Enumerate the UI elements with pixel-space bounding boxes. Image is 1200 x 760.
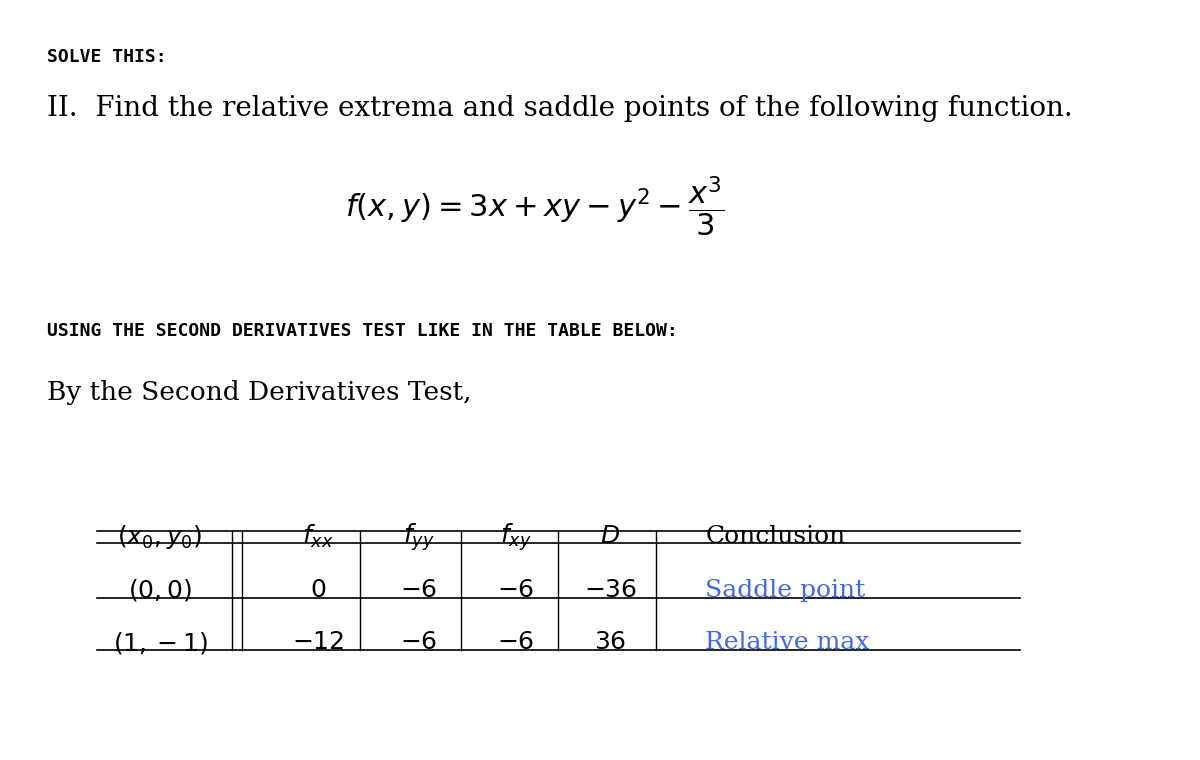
Text: $f_{xy}$: $f_{xy}$ <box>499 521 532 553</box>
Text: $(x_0, y_0)$: $(x_0, y_0)$ <box>118 523 203 551</box>
Text: USING THE SECOND DERIVATIVES TEST LIKE IN THE TABLE BELOW:: USING THE SECOND DERIVATIVES TEST LIKE I… <box>47 321 678 340</box>
Text: $D$: $D$ <box>600 525 620 548</box>
Text: $0$: $0$ <box>310 579 326 602</box>
Text: $f_{yy}$: $f_{yy}$ <box>402 521 434 553</box>
Text: $-6$: $-6$ <box>400 631 437 654</box>
Text: $f_{xx}$: $f_{xx}$ <box>302 523 334 550</box>
Text: $-12$: $-12$ <box>292 631 344 654</box>
Text: $-6$: $-6$ <box>497 631 534 654</box>
Text: $f(x, y) = 3x + xy - y^2 - \dfrac{x^3}{3}$: $f(x, y) = 3x + xy - y^2 - \dfrac{x^3}{3… <box>344 175 724 239</box>
Text: Saddle point: Saddle point <box>706 579 865 602</box>
Text: $(0, 0)$: $(0, 0)$ <box>128 578 192 603</box>
Text: II.  Find the relative extrema and saddle points of the following function.: II. Find the relative extrema and saddle… <box>47 95 1073 122</box>
Text: $36$: $36$ <box>594 631 626 654</box>
Text: $(1, -1)$: $(1, -1)$ <box>113 629 208 656</box>
Text: Conclusion: Conclusion <box>706 525 846 548</box>
Text: By the Second Derivatives Test,: By the Second Derivatives Test, <box>47 380 472 405</box>
Text: SOLVE THIS:: SOLVE THIS: <box>47 48 167 66</box>
Text: $-6$: $-6$ <box>497 579 534 602</box>
Text: $-36$: $-36$ <box>584 579 637 602</box>
Text: Relative max: Relative max <box>706 631 870 654</box>
Text: $-6$: $-6$ <box>400 579 437 602</box>
